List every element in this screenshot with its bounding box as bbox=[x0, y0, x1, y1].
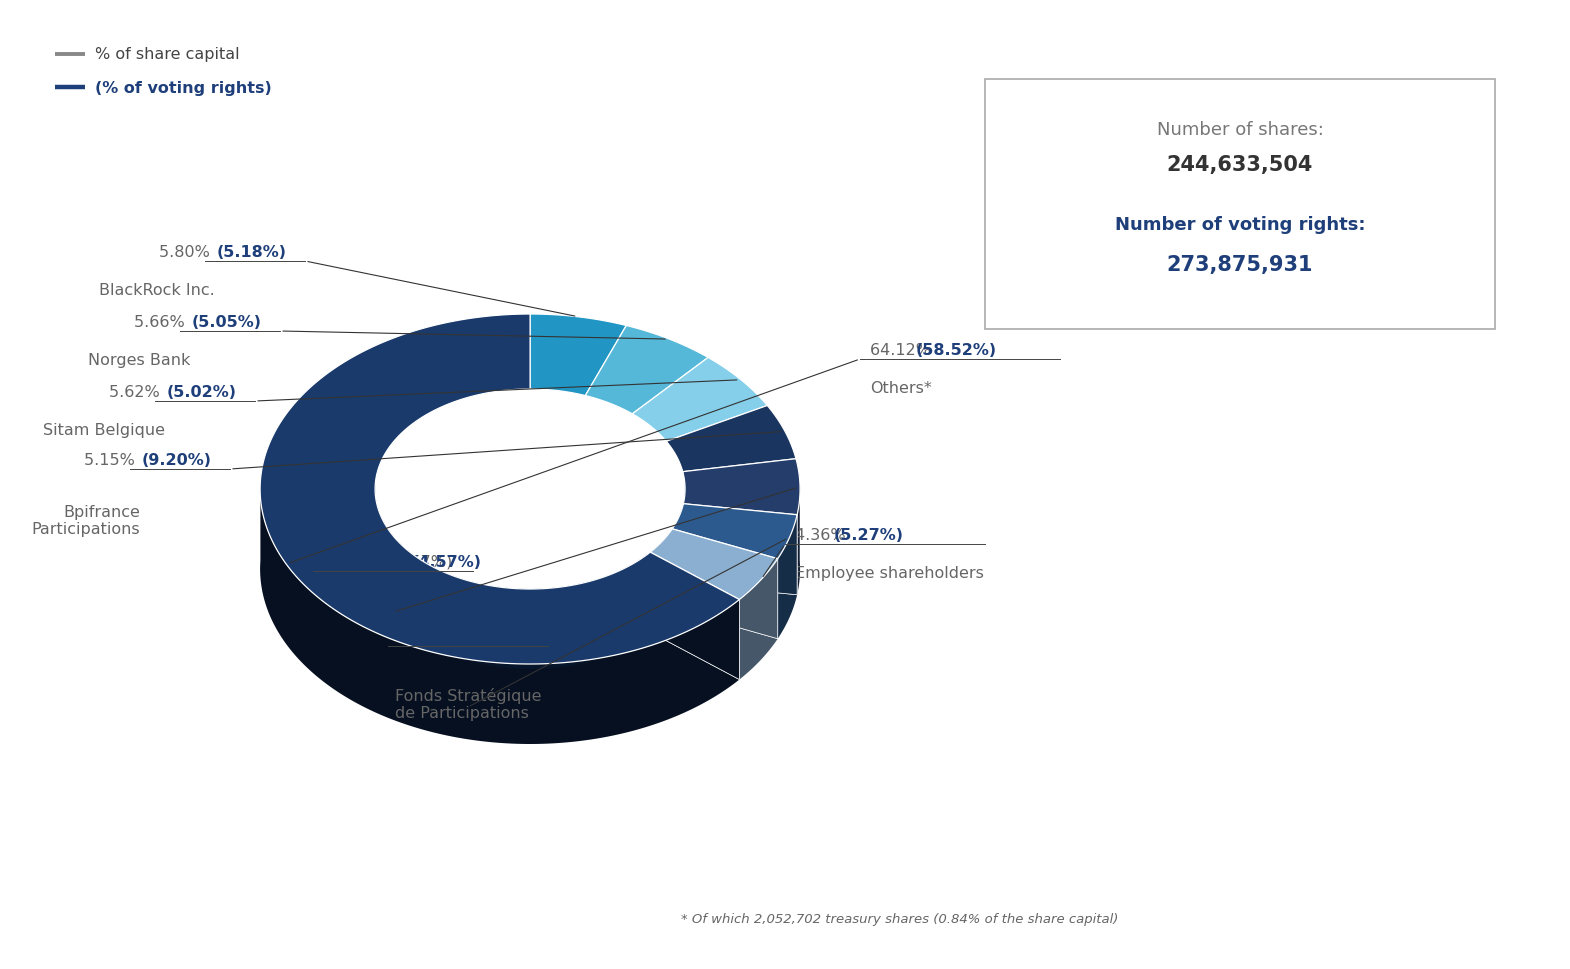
Text: (5.18%): (5.18%) bbox=[217, 245, 287, 260]
Text: Others*: Others* bbox=[870, 381, 933, 395]
Polygon shape bbox=[633, 359, 768, 442]
Text: (5.05%): (5.05%) bbox=[192, 315, 262, 329]
Text: (% of voting rights): (% of voting rights) bbox=[96, 80, 272, 95]
Text: 273,875,931: 273,875,931 bbox=[1167, 255, 1313, 275]
Text: Number of voting rights:: Number of voting rights: bbox=[1115, 216, 1366, 234]
Text: Capital Group: Capital Group bbox=[338, 592, 449, 608]
Text: 5.12% (4.57%): 5.12% (4.57%) bbox=[333, 554, 452, 570]
Polygon shape bbox=[650, 552, 739, 680]
Polygon shape bbox=[672, 504, 683, 610]
Text: Employee shareholders: Employee shareholders bbox=[794, 566, 984, 580]
Text: % of share capital: % of share capital bbox=[96, 47, 240, 62]
Text: 5.62%: 5.62% bbox=[110, 385, 165, 399]
Text: 4.36%: 4.36% bbox=[794, 527, 851, 543]
FancyBboxPatch shape bbox=[984, 79, 1495, 329]
Polygon shape bbox=[672, 529, 777, 639]
Text: Fonds Stratégique
de Participations: Fonds Stratégique de Participations bbox=[394, 687, 542, 721]
Polygon shape bbox=[683, 504, 798, 595]
Text: (58.52%): (58.52%) bbox=[915, 343, 997, 358]
Text: 5.66%: 5.66% bbox=[133, 315, 190, 329]
Polygon shape bbox=[798, 481, 801, 595]
Polygon shape bbox=[672, 529, 777, 639]
Polygon shape bbox=[672, 504, 798, 559]
Text: 5.15%: 5.15% bbox=[85, 453, 140, 467]
Text: 4.17% (7.19%): 4.17% (7.19%) bbox=[408, 629, 528, 644]
Text: BlackRock Inc.: BlackRock Inc. bbox=[99, 283, 215, 297]
Polygon shape bbox=[586, 327, 708, 415]
Text: 244,633,504: 244,633,504 bbox=[1167, 155, 1313, 174]
Polygon shape bbox=[683, 504, 798, 595]
Polygon shape bbox=[683, 484, 685, 584]
Polygon shape bbox=[666, 406, 796, 472]
Polygon shape bbox=[650, 529, 777, 600]
Text: (5.02%): (5.02%) bbox=[166, 385, 237, 399]
Text: * Of which 2,052,702 treasury shares (0.84% of the share capital): * Of which 2,052,702 treasury shares (0.… bbox=[681, 913, 1119, 925]
Text: (4.57%): (4.57%) bbox=[411, 554, 482, 570]
Polygon shape bbox=[261, 315, 739, 665]
Text: Number of shares:: Number of shares: bbox=[1157, 121, 1324, 139]
Polygon shape bbox=[777, 516, 798, 639]
Text: Sitam Belgique: Sitam Belgique bbox=[42, 422, 165, 438]
Polygon shape bbox=[375, 489, 685, 670]
Polygon shape bbox=[650, 529, 672, 633]
Text: Bpifrance
Participations: Bpifrance Participations bbox=[31, 505, 140, 537]
Text: (7.19%): (7.19%) bbox=[487, 629, 557, 644]
Polygon shape bbox=[739, 559, 777, 680]
Text: (5.27%): (5.27%) bbox=[834, 527, 904, 543]
Polygon shape bbox=[683, 459, 801, 516]
Text: (9.20%): (9.20%) bbox=[143, 453, 212, 467]
Polygon shape bbox=[375, 484, 650, 670]
Polygon shape bbox=[261, 481, 739, 744]
Polygon shape bbox=[531, 315, 626, 396]
Text: 64.12%: 64.12% bbox=[870, 343, 936, 358]
Polygon shape bbox=[650, 552, 739, 680]
Text: Norges Bank: Norges Bank bbox=[88, 353, 190, 367]
Text: 5.80%: 5.80% bbox=[159, 245, 215, 260]
